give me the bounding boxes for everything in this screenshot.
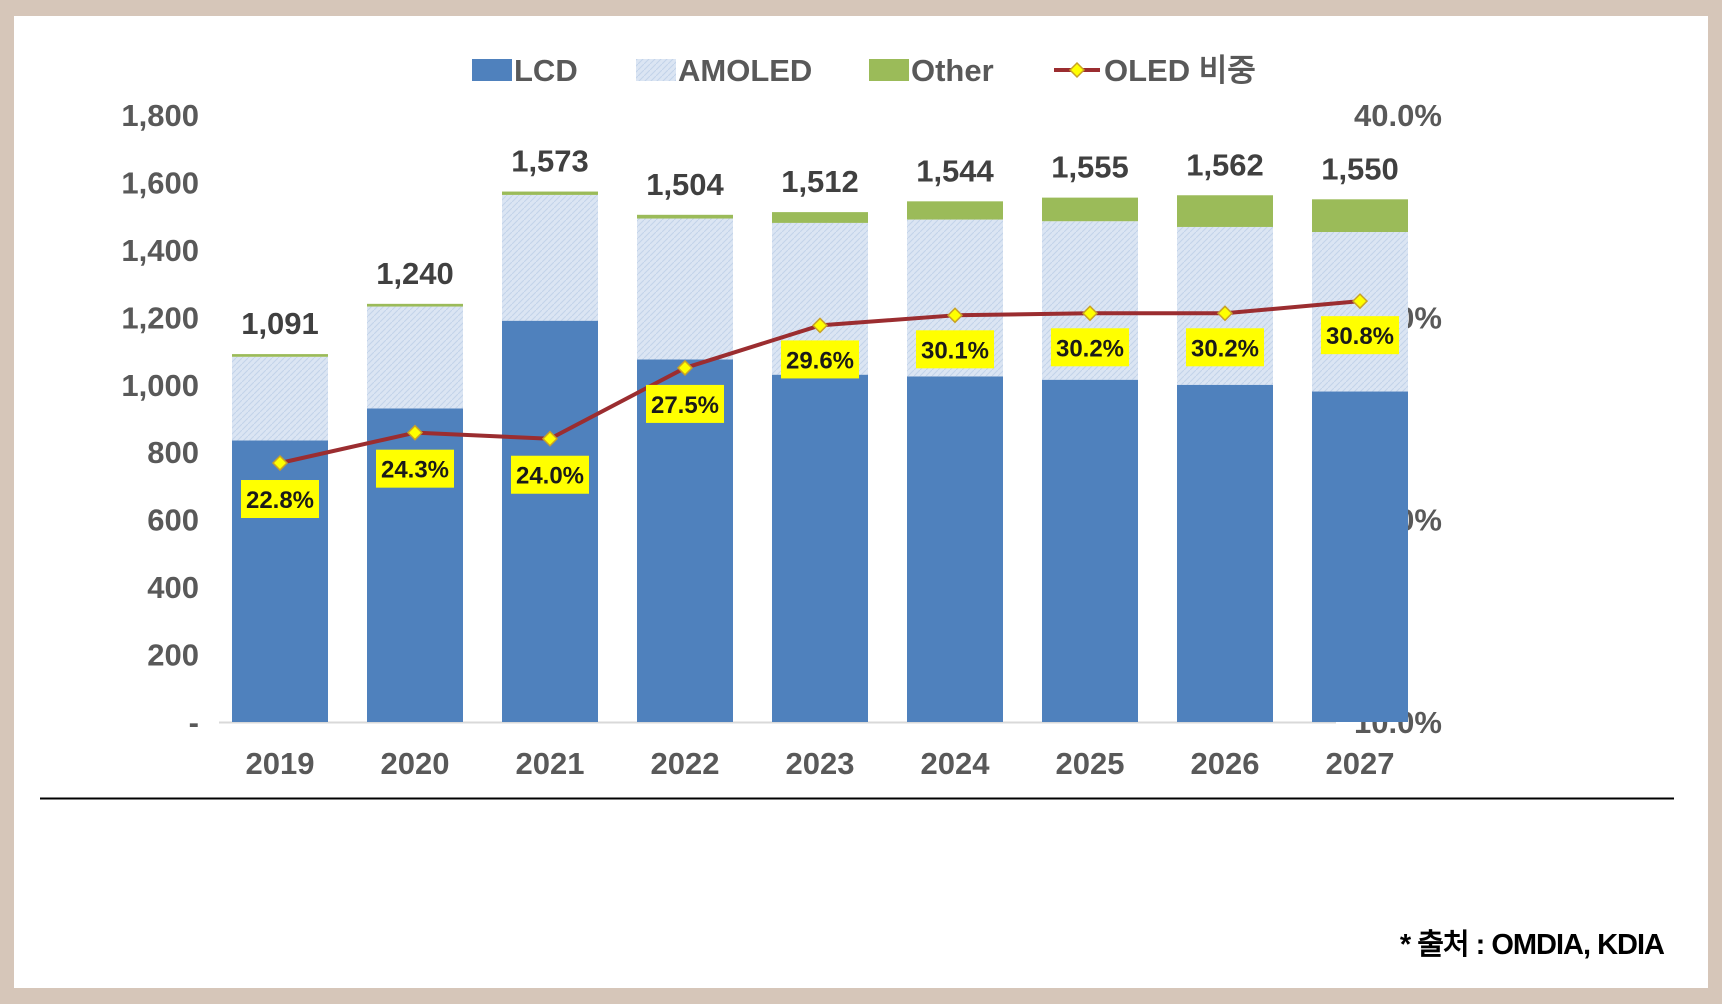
legend-swatch xyxy=(869,59,909,81)
bar-lcd-2023 xyxy=(772,374,868,722)
bar-amoled-2020 xyxy=(367,306,463,409)
legend-swatch xyxy=(636,59,676,81)
y-left-tick-label: 1,800 xyxy=(121,98,199,133)
oled-share-label: 24.0% xyxy=(516,463,584,490)
oled-share-marker xyxy=(676,359,694,376)
oled-share-label-box xyxy=(1186,328,1264,367)
oled-share-marker xyxy=(1216,305,1234,322)
total-label: 1,573 xyxy=(511,144,589,179)
oled-share-label-box xyxy=(916,330,994,369)
chart-svg: LCD AMOLED Other OLED 비중 - 200 400 600 800 1,000… xyxy=(40,53,1674,800)
bar-other-2025 xyxy=(1042,197,1138,222)
oled-share-label: 27.5% xyxy=(651,392,719,419)
legend-marker xyxy=(1068,61,1086,79)
legend-label: Other xyxy=(911,53,994,88)
oled-share-label: 30.2% xyxy=(1056,335,1124,362)
total-label: 1,512 xyxy=(781,164,859,199)
bar-lcd-2025 xyxy=(1042,379,1138,722)
oled-share-marker xyxy=(946,307,964,324)
oled-share-marker xyxy=(406,424,424,441)
oled-share-label: 30.2% xyxy=(1191,335,1259,362)
oled-share-marker xyxy=(541,430,559,447)
total-label: 1,562 xyxy=(1186,147,1264,182)
bar-amoled-2022 xyxy=(637,218,733,360)
axes: -2004006008001,0001,2001,4001,6001,80010… xyxy=(40,98,1674,800)
bar-other-2024 xyxy=(907,201,1003,220)
total-label: 1,091 xyxy=(241,306,319,341)
oled-share-label: 29.6% xyxy=(786,347,854,374)
legend-label: AMOLED xyxy=(678,53,812,88)
y-left-tick-label: 600 xyxy=(147,503,199,538)
bar-lcd-2026 xyxy=(1177,384,1273,722)
y-left-tick-label: 1,000 xyxy=(121,368,199,403)
x-tick-label: 2020 xyxy=(381,746,450,781)
bars xyxy=(232,191,1408,722)
oled-share-label: 22.8% xyxy=(246,487,314,514)
total-label: 1,504 xyxy=(646,167,724,202)
legend-swatch xyxy=(472,59,512,81)
legend-label: LCD xyxy=(514,53,578,88)
x-tick-label: 2025 xyxy=(1056,746,1125,781)
total-label: 1,555 xyxy=(1051,150,1129,185)
oled-share-label-box xyxy=(376,449,454,488)
bar-amoled-2027 xyxy=(1312,232,1408,392)
bar-other-2022 xyxy=(637,214,733,219)
oled-share-label-box xyxy=(1051,328,1129,367)
bar-other-2021 xyxy=(502,191,598,195)
x-tick-label: 2026 xyxy=(1191,746,1260,781)
oled-share-marker xyxy=(811,317,829,334)
total-label: 1,544 xyxy=(916,153,994,188)
oled-share-label: 30.8% xyxy=(1326,323,1394,350)
x-tick-label: 2022 xyxy=(651,746,720,781)
bar-lcd-2027 xyxy=(1312,391,1408,722)
oled-share-label-box xyxy=(1321,316,1399,355)
bar-other-2020 xyxy=(367,303,463,307)
total-label: 1,240 xyxy=(376,256,454,291)
bar-lcd-2024 xyxy=(907,376,1003,722)
y-left-tick-label: - xyxy=(189,705,199,740)
bar-other-2026 xyxy=(1177,195,1273,227)
y-right-tick-label: 40.0% xyxy=(1354,98,1442,133)
y-left-tick-label: 1,400 xyxy=(121,233,199,268)
chart-frame: LCD AMOLED Other OLED 비중 - 200 400 600 800 1,000… xyxy=(14,16,1708,988)
oled-share-marker xyxy=(1351,293,1369,310)
x-tick-label: 2019 xyxy=(246,746,315,781)
bar-amoled-2019 xyxy=(232,356,328,441)
oled-share-line: 22.8% 24.3% 24.0% 27.5% 29.6% 30.1% 30.2% 30.2%… xyxy=(241,293,1399,519)
y-left-tick-label: 800 xyxy=(147,435,199,470)
y-left-tick-label: 1,200 xyxy=(121,300,199,335)
bar-lcd-2021 xyxy=(502,320,598,722)
oled-share-label: 30.1% xyxy=(921,337,989,364)
y-left-tick-label: 200 xyxy=(147,638,199,673)
oled-share-label-box xyxy=(781,340,859,379)
oled-share-label-box xyxy=(241,480,319,519)
x-tick-label: 2027 xyxy=(1326,746,1395,781)
total-labels: 1,091 1,240 1,573 1,504 1,512 1,544 1,555 1,562… xyxy=(241,144,1399,342)
oled-share-label-box xyxy=(511,455,589,494)
y-left-tick-label: 1,600 xyxy=(121,165,199,200)
bar-other-2019 xyxy=(232,354,328,357)
x-tick-label: 2024 xyxy=(921,746,991,781)
oled-share-marker xyxy=(271,454,289,472)
x-tick-label: 2023 xyxy=(786,746,855,781)
source-note: * 출처 : OMDIA, KDIA xyxy=(1399,929,1665,961)
bar-other-2027 xyxy=(1312,199,1408,233)
bar-other-2023 xyxy=(772,212,868,223)
legend-label: OLED 비중 xyxy=(1104,53,1256,88)
legend: LCD AMOLED Other OLED 비중 xyxy=(472,53,1256,88)
oled-share-label-box xyxy=(646,384,724,423)
total-label: 1,550 xyxy=(1321,151,1399,186)
bar-amoled-2021 xyxy=(502,194,598,321)
y-left-tick-label: 400 xyxy=(147,570,199,605)
x-tick-label: 2021 xyxy=(516,746,585,781)
oled-share-label: 24.3% xyxy=(381,457,449,484)
oled-share-marker xyxy=(1081,305,1099,322)
